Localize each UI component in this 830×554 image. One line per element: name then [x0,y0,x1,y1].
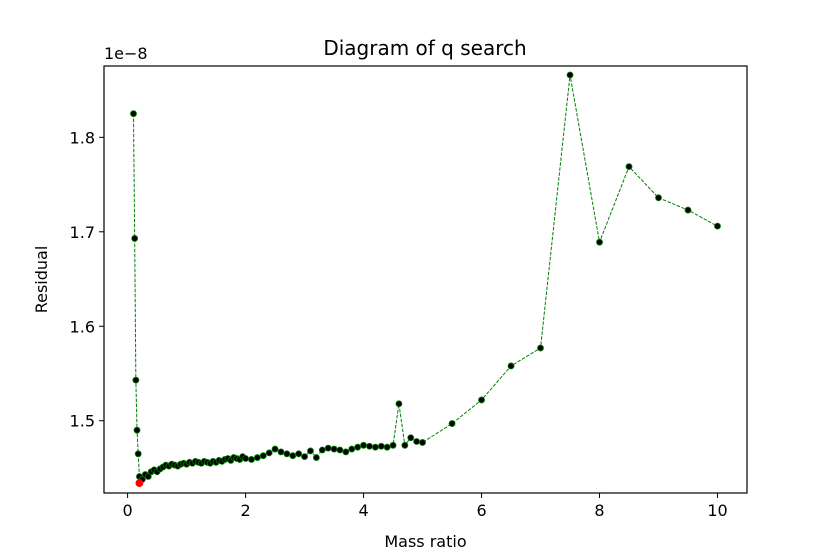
data-point [248,456,255,463]
y-axis: 1.5 1.6 1.7 1.8 [70,128,104,431]
data-point [360,441,367,449]
data-point [348,445,356,453]
data-point [253,454,261,461]
x-tick-label: 4 [358,501,368,520]
x-axis: 0 2 4 6 8 10 [123,493,728,520]
data-point [132,376,140,384]
axes-frame [103,65,748,494]
data-point [330,445,338,453]
data-point [283,450,291,458]
data-point [130,110,137,118]
x-tick-label: 10 [707,501,727,520]
data-point [133,426,141,434]
y-tick-label: 1.8 [70,128,95,147]
data-point [407,434,415,442]
data-point [134,450,142,458]
data-point [301,453,308,461]
x-axis-label: Mass ratio [384,532,466,551]
data-point [401,441,409,449]
data-point [413,438,421,445]
data-point [289,452,297,460]
chart-title: Diagram of q search [323,36,526,60]
series-line [133,74,718,481]
data-point [537,344,544,352]
data-point [342,448,350,456]
data-point [265,449,273,457]
y-tick-label: 1.6 [70,317,95,336]
data-point [318,446,326,454]
best-point [135,479,144,487]
data-point [448,420,456,427]
data-point [655,194,662,202]
y-offset-text: 1e−8 [104,44,148,63]
data-point [625,163,633,171]
x-tick-label: 2 [240,501,250,520]
x-tick-label: 8 [594,501,604,520]
data-point [383,443,391,451]
data-point [478,396,485,404]
data-point [596,238,603,246]
data-point [684,206,692,214]
data-point [336,446,344,454]
data-point [324,444,332,452]
data-point [144,473,152,480]
x-tick-label: 0 [123,501,133,520]
data-point [242,455,249,462]
data-point [714,222,721,230]
data-point [419,439,426,446]
data-point [131,235,139,242]
y-tick-label: 1.7 [70,223,95,242]
data-point [366,442,373,450]
data-point [277,448,285,456]
y-axis-label: Residual [32,246,51,314]
y-tick-label: 1.5 [70,412,95,431]
data-point [354,443,362,451]
data-point [271,445,279,453]
data-point [312,454,320,461]
plot-area [130,71,721,487]
data-point [566,71,574,79]
x-tick-label: 6 [476,501,486,520]
data-point [371,443,379,451]
data-point [307,447,314,455]
data-point [295,450,303,458]
data-point [395,400,403,408]
data-point [507,362,515,370]
data-point [389,441,397,449]
data-point [259,452,267,460]
data-point [377,442,385,450]
